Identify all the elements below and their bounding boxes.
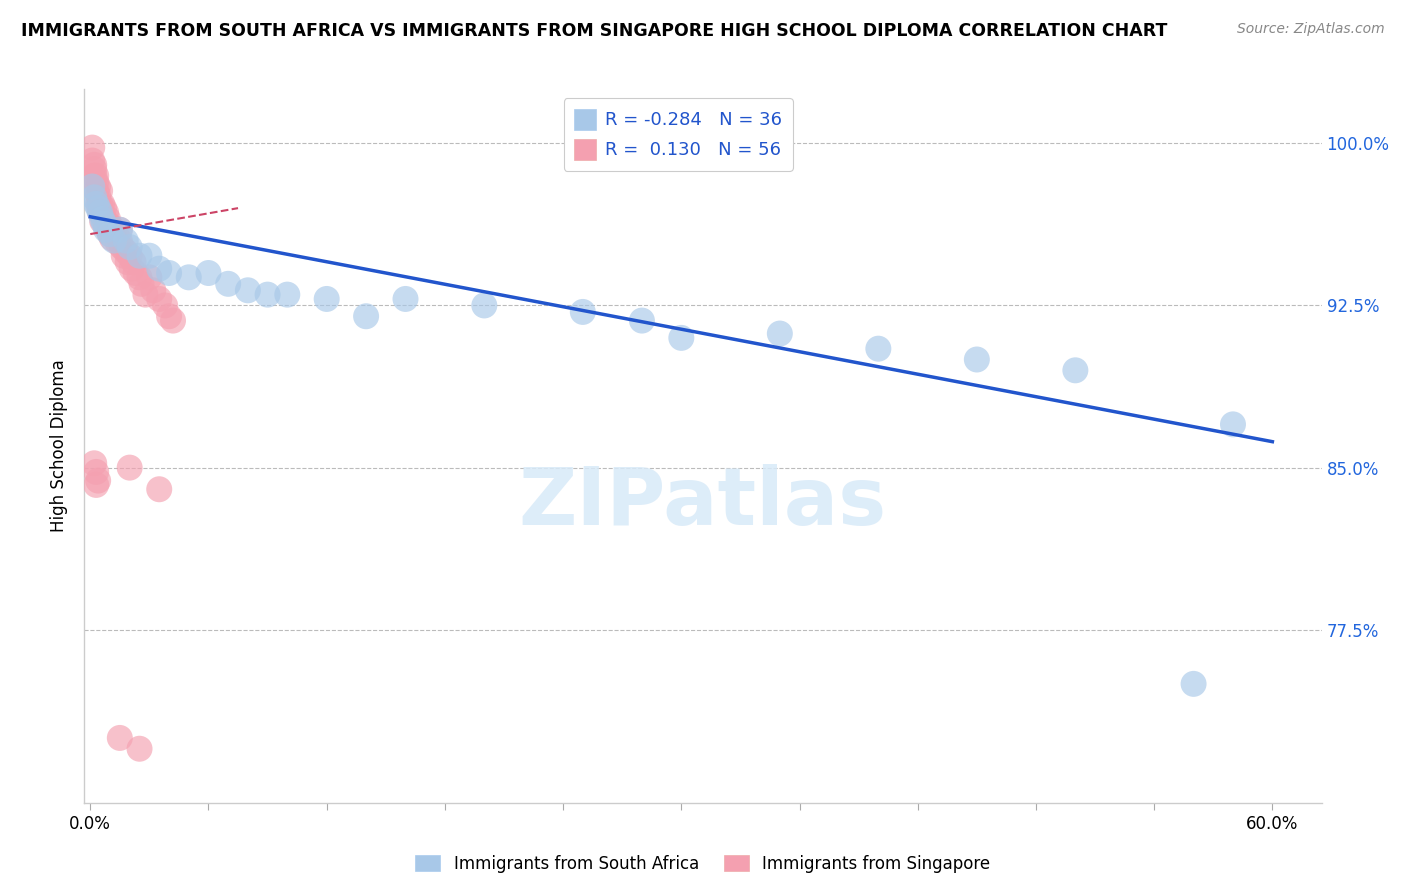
Point [394,292,416,306]
Point [148,482,170,496]
Point [103,234,125,248]
Point [94,223,117,237]
Point [572,305,595,319]
Legend: R = -0.284   N = 36, R =  0.130   N = 56: R = -0.284 N = 36, R = 0.130 N = 56 [564,98,793,170]
Point [111,240,134,254]
Point [148,292,170,306]
Point [98,227,121,241]
Point [868,342,890,356]
Point [108,234,131,248]
Point [108,731,131,745]
Point [162,313,184,327]
Point [108,223,131,237]
Point [83,190,105,204]
Point [131,277,153,291]
Point [114,234,136,248]
Point [93,201,115,215]
Point [104,227,127,241]
Point [177,270,200,285]
Point [217,277,239,291]
Point [94,219,117,233]
Point [128,270,150,285]
Point [157,266,180,280]
Point [91,205,114,219]
Point [89,196,111,211]
Point [148,261,170,276]
Point [138,249,160,263]
Point [84,184,107,198]
Point [118,240,141,254]
Point [107,235,129,250]
Point [124,266,146,280]
Point [93,216,115,230]
Point [84,465,107,479]
Legend: Immigrants from South Africa, Immigrants from Singapore: Immigrants from South Africa, Immigrants… [409,848,997,880]
Point [84,169,107,183]
Point [84,478,107,492]
Point [83,158,105,172]
Point [122,255,145,269]
Point [91,211,114,226]
Point [82,179,104,194]
Point [94,205,117,219]
Point [89,184,111,198]
Point [769,326,792,341]
Point [97,223,120,237]
Point [87,188,110,202]
Point [117,255,139,269]
Point [87,201,110,215]
Point [83,456,105,470]
Point [118,249,141,263]
Point [121,261,143,276]
Point [134,287,156,301]
Point [1182,677,1205,691]
Point [98,219,121,233]
Point [97,211,120,226]
Point [83,162,105,177]
Point [315,292,337,306]
Point [93,211,115,226]
Point [197,266,219,280]
Point [128,741,150,756]
Point [82,140,104,154]
Point [84,175,107,189]
Point [276,287,298,301]
Point [103,223,125,237]
Text: Source: ZipAtlas.com: Source: ZipAtlas.com [1237,22,1385,37]
Point [138,270,160,285]
Point [82,153,104,168]
Text: IMMIGRANTS FROM SOUTH AFRICA VS IMMIGRANTS FROM SINGAPORE HIGH SCHOOL DIPLOMA CO: IMMIGRANTS FROM SOUTH AFRICA VS IMMIGRAN… [21,22,1167,40]
Point [1064,363,1087,377]
Point [98,227,121,241]
Point [84,196,107,211]
Point [114,244,136,259]
Point [354,310,377,324]
Text: ZIPatlas: ZIPatlas [519,464,887,542]
Point [157,310,180,324]
Point [108,223,131,237]
Point [128,249,150,263]
Point [1222,417,1244,432]
Point [87,196,110,211]
Point [101,231,124,245]
Point [153,298,176,312]
Point [91,214,114,228]
Point [83,169,105,183]
Point [112,249,135,263]
Point [91,196,114,211]
Point [89,205,111,219]
Point [87,179,110,194]
Point [671,331,693,345]
Point [87,474,110,488]
Point [472,298,495,312]
Point [966,352,988,367]
Point [118,460,141,475]
Point [256,287,278,301]
Point [236,283,259,297]
Point [631,313,654,327]
Y-axis label: High School Diploma: High School Diploma [51,359,69,533]
Point [142,283,165,297]
Point [89,205,111,219]
